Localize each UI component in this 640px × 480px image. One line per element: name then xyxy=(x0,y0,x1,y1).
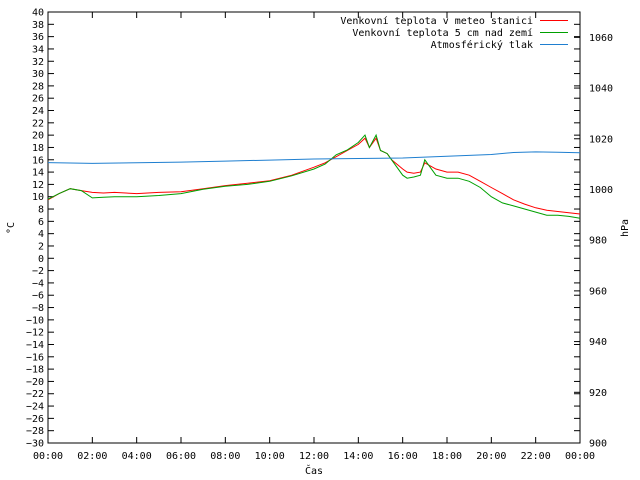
y-tick-label: −28 xyxy=(26,426,44,437)
legend-label: Venkovní teplota v meteo stanici xyxy=(340,15,533,27)
x-tick-label: 06:00 xyxy=(166,451,196,462)
y-tick-label: 22 xyxy=(32,118,44,129)
y-tick-label: 6 xyxy=(38,217,44,228)
y2-tick-label: 1000 xyxy=(589,185,613,196)
y2-tick-label: 1060 xyxy=(589,33,613,44)
y-tick-label: −6 xyxy=(32,291,44,302)
y2-axis-label: hPa xyxy=(620,219,631,237)
series-line-1 xyxy=(47,137,581,215)
y-tick-label: −14 xyxy=(26,340,44,351)
ticks: 4038363432302826242220181614121086420−2−… xyxy=(26,8,613,463)
legend: Venkovní teplota v meteo staniciVenkovní… xyxy=(340,15,568,51)
y2-tick-label: 900 xyxy=(589,439,607,450)
y-tick-label: −20 xyxy=(26,377,44,388)
legend-label: Venkovní teplota 5 cm nad zemí xyxy=(352,27,533,39)
legend-label: Atmosférický tlak xyxy=(431,39,533,51)
y-tick-label: 18 xyxy=(32,143,44,154)
y-tick-label: −8 xyxy=(32,303,44,314)
y-tick-label: −16 xyxy=(26,352,44,363)
y-tick-label: 30 xyxy=(32,69,44,80)
y-tick-label: −18 xyxy=(26,365,44,376)
y2-tick-label: 1020 xyxy=(589,134,613,145)
y-tick-label: −4 xyxy=(32,278,44,289)
x-axis-label: Čas xyxy=(305,464,323,477)
y-tick-label: −22 xyxy=(26,389,44,400)
y2-tick-label: 940 xyxy=(589,337,607,348)
plot-frame xyxy=(47,11,581,444)
x-tick-label: 12:00 xyxy=(299,451,329,462)
y-axis-label: °C xyxy=(6,222,17,234)
x-tick-label: 04:00 xyxy=(122,451,152,462)
y-tick-label: −26 xyxy=(26,414,44,425)
y-tick-label: −30 xyxy=(26,439,44,450)
y-tick-label: −24 xyxy=(26,402,44,413)
x-tick-label: 22:00 xyxy=(521,451,551,462)
y-tick-label: 20 xyxy=(32,131,44,142)
y-tick-label: 16 xyxy=(32,155,44,166)
y-tick-label: 36 xyxy=(32,32,44,43)
series-line-3 xyxy=(47,151,581,164)
y-tick-label: 2 xyxy=(38,241,44,252)
y-tick-label: 38 xyxy=(32,20,44,31)
y-tick-label: 12 xyxy=(32,180,44,191)
y-tick-label: 10 xyxy=(32,192,44,203)
y-tick-label: 0 xyxy=(38,254,44,265)
y-tick-label: −12 xyxy=(26,328,44,339)
x-tick-label: 02:00 xyxy=(77,451,107,462)
series-line-2 xyxy=(47,133,581,219)
y-tick-label: 14 xyxy=(32,168,44,179)
y-tick-label: 32 xyxy=(32,57,44,68)
y-tick-label: 4 xyxy=(38,229,44,240)
x-tick-label: 14:00 xyxy=(343,451,373,462)
y-tick-label: 26 xyxy=(32,94,44,105)
x-tick-label: 00:00 xyxy=(33,451,63,462)
x-tick-label: 10:00 xyxy=(255,451,285,462)
y2-tick-label: 960 xyxy=(589,286,607,297)
x-tick-label: 20:00 xyxy=(476,451,506,462)
y-tick-label: −10 xyxy=(26,315,44,326)
x-tick-label: 18:00 xyxy=(432,451,462,462)
x-tick-label: 16:00 xyxy=(388,451,418,462)
y-tick-label: 8 xyxy=(38,205,44,216)
x-tick-label: 08:00 xyxy=(210,451,240,462)
x-tick-label: 00:00 xyxy=(565,451,595,462)
y-tick-label: 28 xyxy=(32,81,44,92)
y2-tick-label: 980 xyxy=(589,236,607,247)
y2-tick-label: 920 xyxy=(589,388,607,399)
y-tick-label: 40 xyxy=(32,8,44,19)
y-tick-label: −2 xyxy=(32,266,44,277)
y2-tick-label: 1040 xyxy=(589,84,613,95)
y-tick-label: 24 xyxy=(32,106,44,117)
y-tick-label: 34 xyxy=(32,44,44,55)
series-group xyxy=(47,133,581,219)
